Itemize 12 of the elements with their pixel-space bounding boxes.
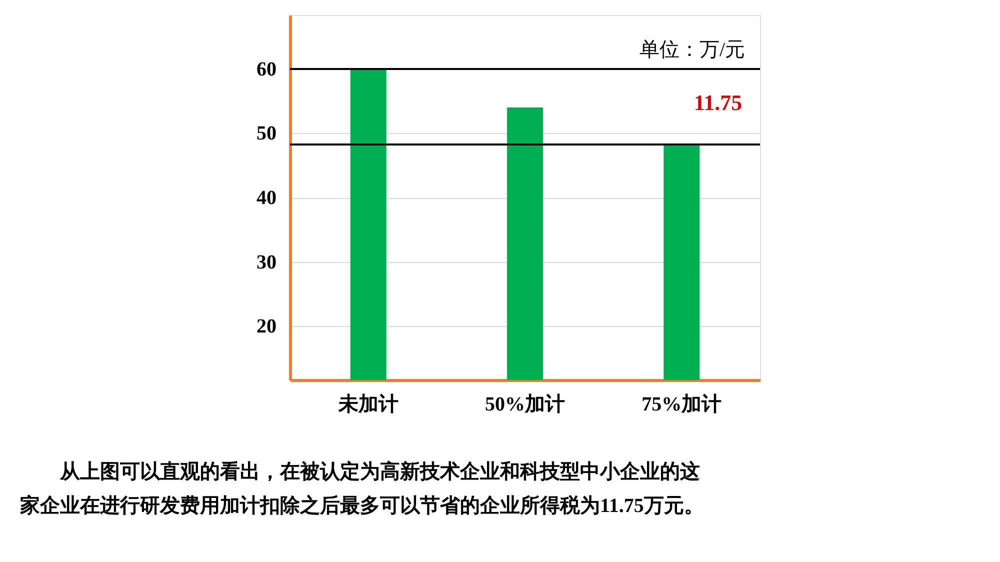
text: 家企业在进行研发费用加计扣除之后最多可以节省的企业所得税为11.75万元。	[19, 494, 704, 517]
x-tick-label: 50%加计	[485, 394, 565, 416]
text: 从上图可以直观的看出，在被认定为高新技术企业和科技型中小企业的这	[59, 460, 700, 483]
y-tick-label: 50	[256, 122, 276, 145]
x-tick-label: 75%加计	[642, 394, 722, 416]
y-tick-label: 30	[256, 251, 276, 274]
x-tick-label: 未加计	[337, 394, 398, 416]
annotation: 单位：万/元	[639, 39, 745, 61]
y-tick-label: 60	[256, 58, 276, 80]
y-tick-label: 40	[256, 187, 276, 209]
annotation: 11.75	[694, 90, 742, 115]
y-tick-label: 20	[256, 316, 276, 338]
